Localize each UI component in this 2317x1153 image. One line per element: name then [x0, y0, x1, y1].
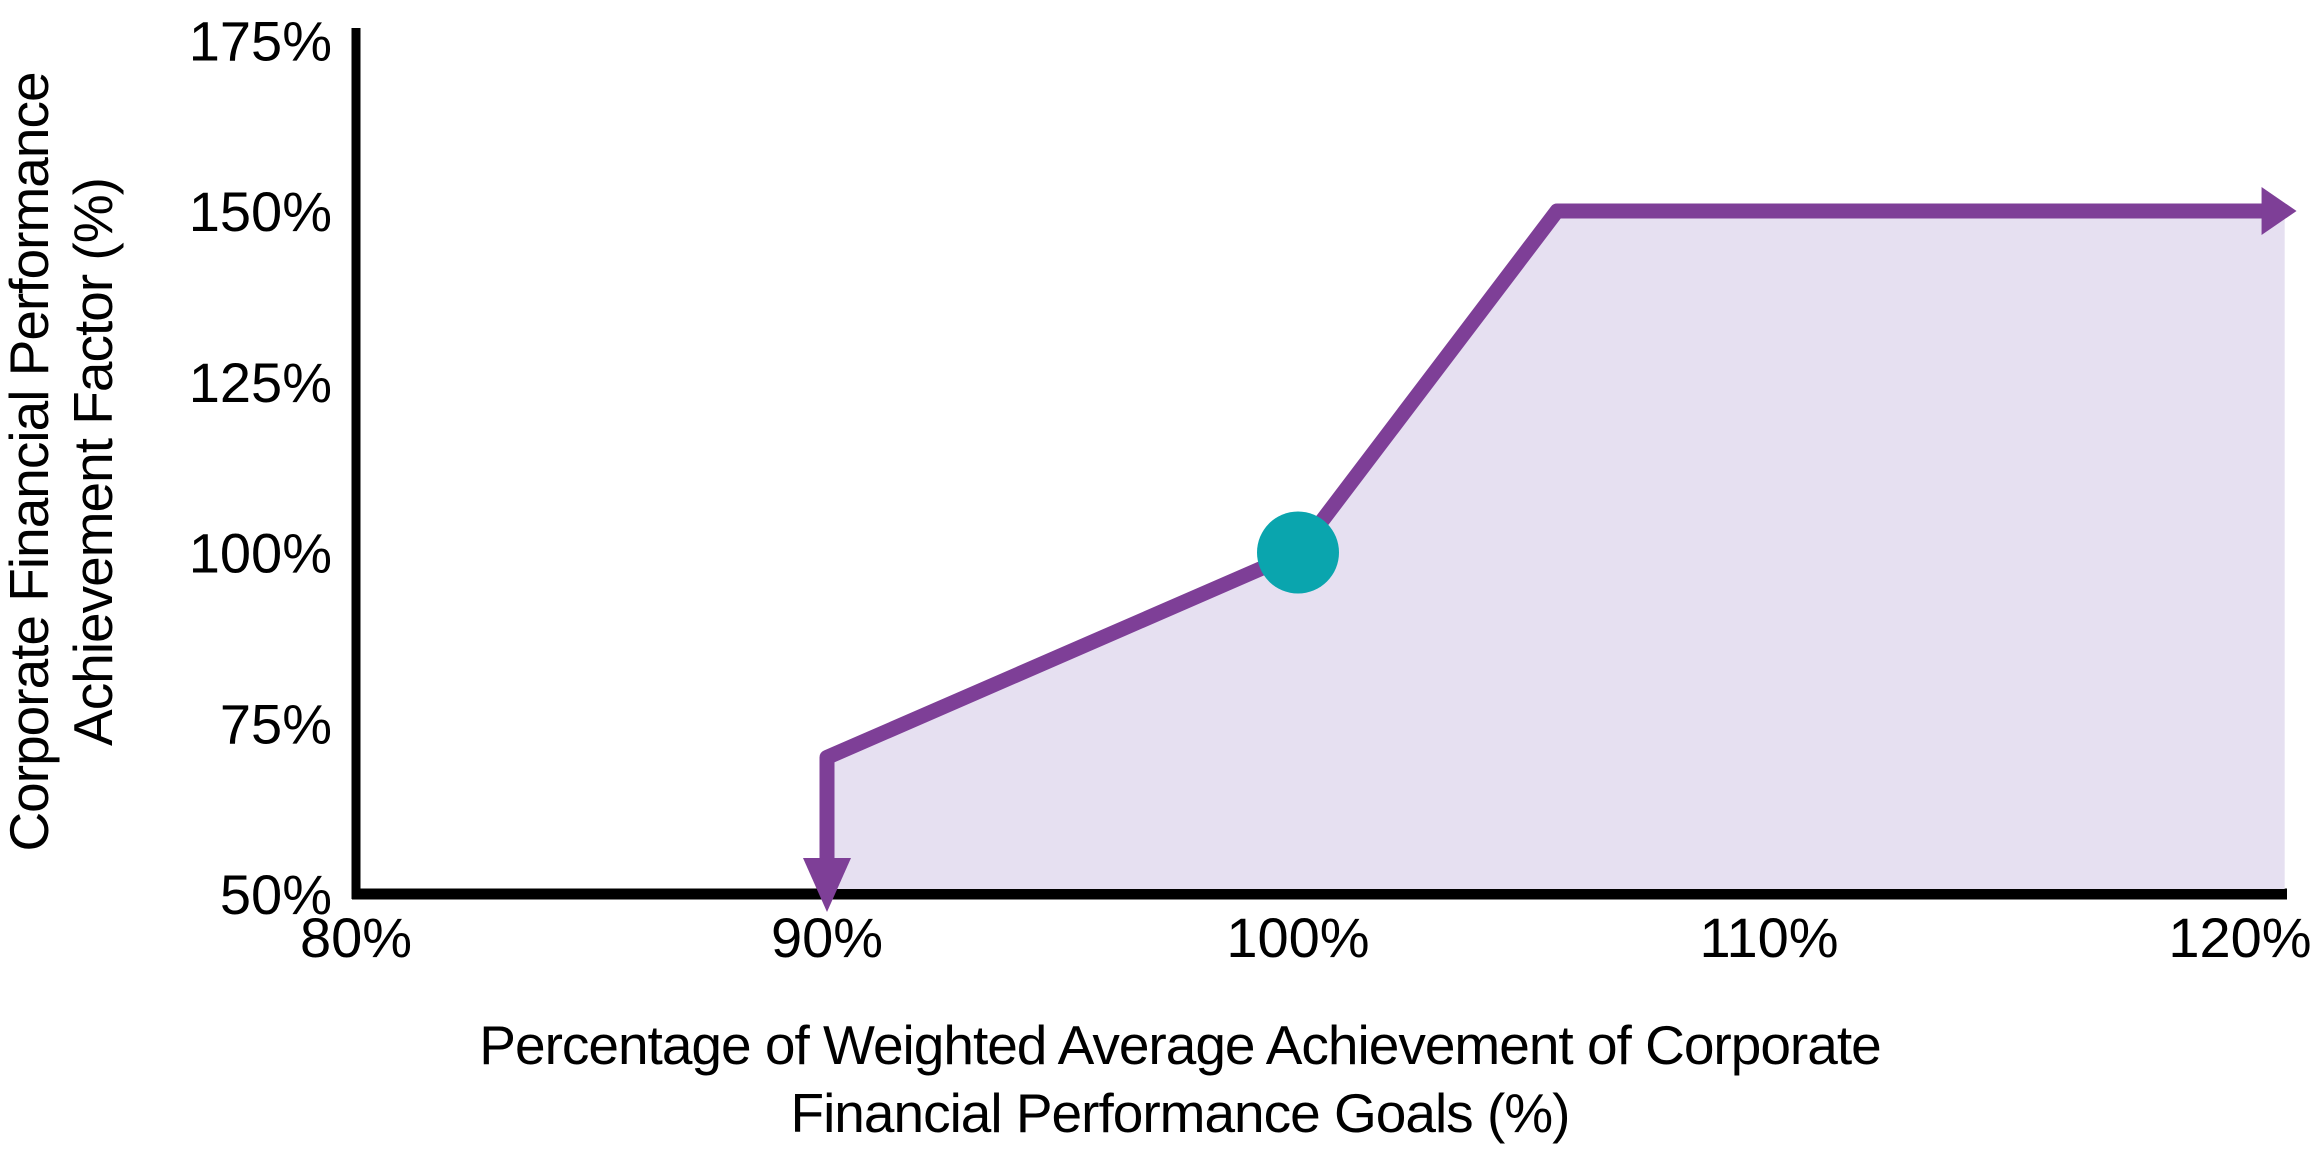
right-arrowhead-icon [2261, 187, 2297, 235]
x-axis-title: Financial Performance Goals (%) [790, 1082, 1569, 1144]
x-tick-label: 110% [1699, 906, 1838, 969]
x-tick-label: 120% [2168, 906, 2311, 969]
x-axis-title: Percentage of Weighted Average Achieveme… [479, 1014, 1880, 1076]
y-tick-label: 175% [189, 9, 332, 72]
x-tick-label: 100% [1226, 906, 1369, 969]
payout-area-fill [827, 211, 2285, 889]
x-tick-label: 80% [300, 906, 412, 969]
y-tick-label: 100% [189, 522, 332, 585]
down-arrowhead-icon [803, 858, 851, 912]
y-tick-label: 75% [220, 692, 332, 755]
target-marker [1257, 511, 1339, 594]
y-tick-label: 50% [220, 863, 332, 926]
y-tick-label: 150% [189, 180, 332, 243]
x-tick-label: 90% [771, 906, 883, 969]
y-axis-title: Corporate Financial Performance [0, 72, 60, 851]
y-axis-title: Achievement Factor (%) [62, 178, 124, 746]
y-tick-label: 125% [189, 351, 332, 414]
